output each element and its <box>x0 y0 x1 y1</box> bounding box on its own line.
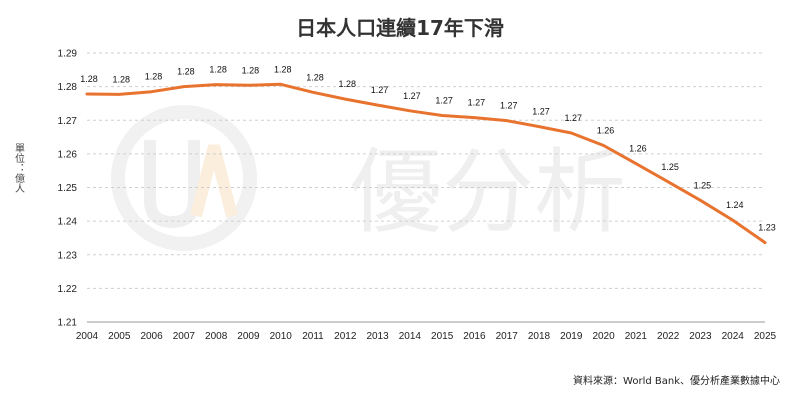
x-tick-label: 2004 <box>76 331 99 342</box>
watermark-text: 優分析 <box>350 139 626 246</box>
data-label: 1.28 <box>242 65 260 75</box>
x-tick-label: 2023 <box>689 331 712 342</box>
data-labels: 1.28 1.28 1.28 1.28 1.28 1.28 1.28 1.28 1.28 1.27… <box>80 64 776 232</box>
data-label: 1.25 <box>694 180 712 190</box>
x-tick-label: 2007 <box>173 331 196 342</box>
data-label: 1.28 <box>274 64 292 74</box>
x-tick-label: 2009 <box>237 331 260 342</box>
x-tick-label: 2015 <box>431 331 454 342</box>
x-tick-label: 2020 <box>592 331 615 342</box>
y-tick-label: 1.24 <box>58 217 78 228</box>
x-tick-label: 2010 <box>270 331 293 342</box>
data-label: 1.24 <box>726 200 744 210</box>
data-label: 1.28 <box>209 65 227 75</box>
grid <box>87 52 765 323</box>
data-label: 1.28 <box>306 72 324 82</box>
data-label: 1.27 <box>371 85 389 95</box>
x-tick-label: 2018 <box>528 331 551 342</box>
y-tick-label: 1.22 <box>58 284 78 295</box>
x-tick-label: 2005 <box>108 331 131 342</box>
x-tick-label: 2012 <box>334 331 357 342</box>
data-label: 1.25 <box>661 162 679 172</box>
data-label: 1.23 <box>758 223 776 233</box>
x-tick-label: 2022 <box>657 331 680 342</box>
y-tick-label: 1.21 <box>58 318 78 329</box>
x-tick-label: 2025 <box>754 331 777 342</box>
series-line <box>85 82 767 245</box>
chart-title: 日本人口連續17年下滑 <box>296 16 504 40</box>
data-label: 1.27 <box>468 98 486 108</box>
y-tick-label: 1.26 <box>58 149 78 160</box>
data-label: 1.27 <box>565 113 583 123</box>
data-label: 1.28 <box>177 67 195 77</box>
x-tick-label: 2011 <box>302 331 324 342</box>
y-tick-label: 1.23 <box>58 250 78 261</box>
y-axis-label: 單位：億人 <box>13 143 25 193</box>
data-label: 1.27 <box>403 91 421 101</box>
data-label: 1.28 <box>145 72 163 82</box>
data-label: 1.27 <box>532 107 550 117</box>
x-tick-label: 2021 <box>625 331 648 342</box>
y-tick-label: 1.25 <box>58 183 78 194</box>
data-label: 1.26 <box>629 144 647 154</box>
data-label: 1.28 <box>80 74 98 84</box>
data-label: 1.26 <box>597 125 615 135</box>
x-tick-label: 2019 <box>560 331 583 342</box>
x-axis-ticks: 2004 2005 2006 2007 2008 2009 2010 2011 2012 2013… <box>76 331 777 342</box>
x-tick-label: 2014 <box>399 331 422 342</box>
y-tick-label: 1.29 <box>58 49 78 60</box>
x-tick-label: 2024 <box>722 331 745 342</box>
x-tick-label: 2006 <box>140 331 163 342</box>
x-tick-label: 2013 <box>366 331 389 342</box>
y-tick-label: 1.28 <box>58 82 78 93</box>
y-axis-ticks: 1.21 1.22 1.23 1.24 1.25 1.26 1.27 1.28 1.29 <box>58 49 78 329</box>
data-label: 1.28 <box>113 74 131 84</box>
data-label: 1.28 <box>339 79 357 89</box>
x-tick-label: 2016 <box>463 331 486 342</box>
source-note: 資料來源：World Bank、優分析產業數據中心 <box>573 374 780 387</box>
y-tick-label: 1.27 <box>58 116 78 127</box>
x-tick-label: 2017 <box>496 331 519 342</box>
data-label: 1.27 <box>435 96 453 106</box>
watermark: 優分析 <box>111 105 626 251</box>
x-tick-label: 2008 <box>205 331 228 342</box>
data-label: 1.27 <box>500 101 518 111</box>
